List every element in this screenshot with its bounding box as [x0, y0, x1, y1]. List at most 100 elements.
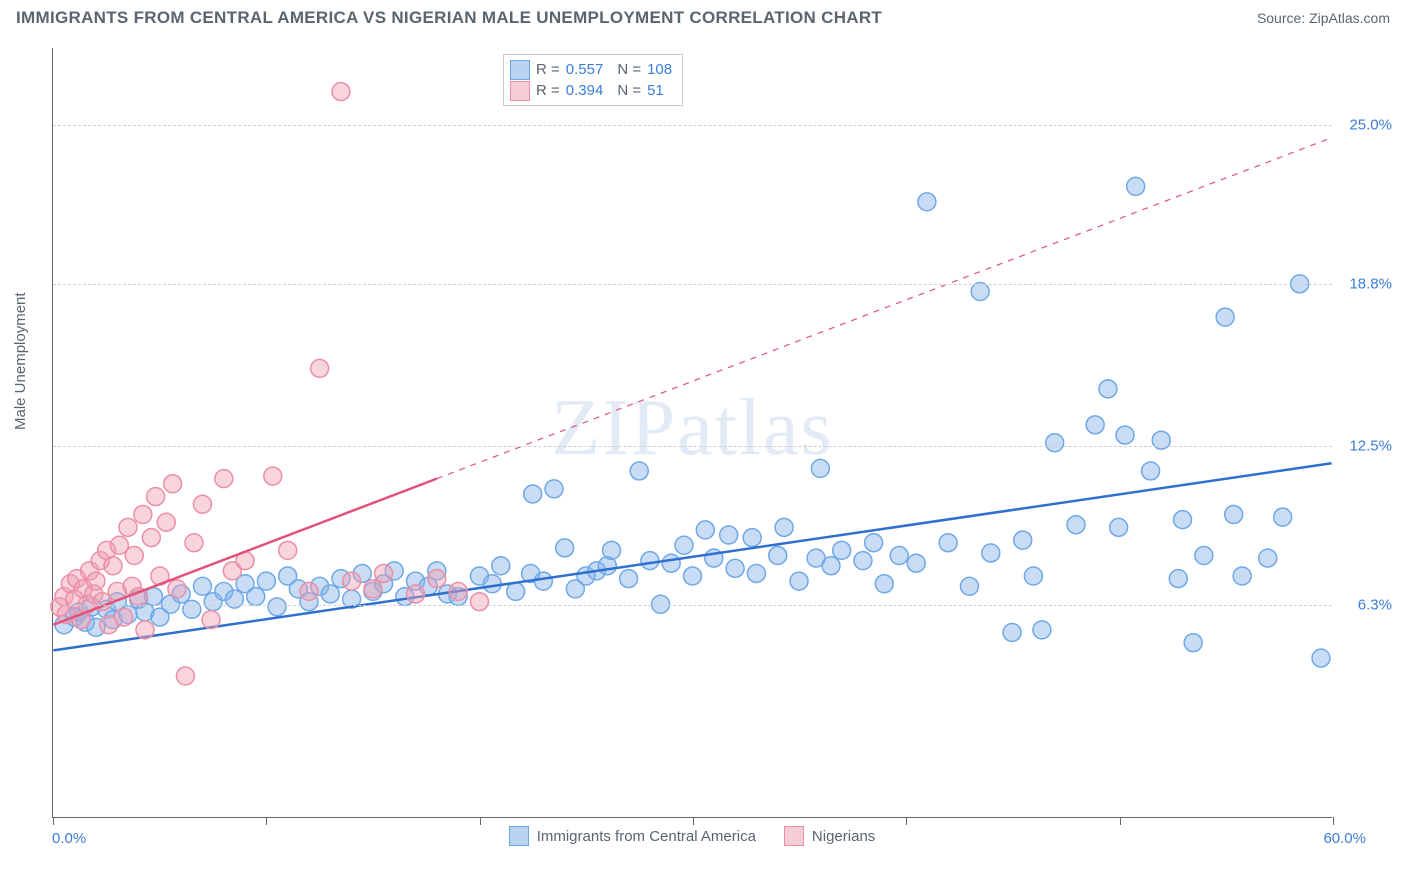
- scatter-point: [524, 485, 542, 503]
- scatter-point: [470, 593, 488, 611]
- y-tick-label: 18.8%: [1349, 276, 1392, 293]
- scatter-point: [343, 572, 361, 590]
- n-label: N =: [617, 59, 641, 80]
- scatter-point: [556, 539, 574, 557]
- scatter-point: [1312, 649, 1330, 667]
- scatter-point: [890, 547, 908, 565]
- legend-swatch: [510, 60, 530, 80]
- scatter-point: [790, 572, 808, 590]
- scatter-point: [1184, 634, 1202, 652]
- gridline: [53, 605, 1332, 606]
- scatter-point: [545, 480, 563, 498]
- scatter-point: [147, 488, 165, 506]
- x-tick: [693, 817, 694, 825]
- scatter-point: [982, 544, 1000, 562]
- gridline: [53, 446, 1332, 447]
- y-tick-label: 6.3%: [1358, 596, 1392, 613]
- scatter-point: [1127, 177, 1145, 195]
- scatter-point: [1099, 380, 1117, 398]
- scatter-point: [279, 541, 297, 559]
- source-prefix: Source:: [1257, 10, 1309, 26]
- scatter-point: [1024, 567, 1042, 585]
- scatter-point: [119, 518, 137, 536]
- scatter-point: [641, 552, 659, 570]
- scatter-point: [268, 598, 286, 616]
- scatter-point: [1067, 516, 1085, 534]
- scatter-point: [215, 470, 233, 488]
- scatter-point: [1259, 549, 1277, 567]
- scatter-point: [247, 588, 265, 606]
- gridline: [53, 284, 1332, 285]
- scatter-point: [428, 570, 446, 588]
- scatter-point: [407, 585, 425, 603]
- scatter-point: [1086, 416, 1104, 434]
- scatter-point: [311, 359, 329, 377]
- r-value: 0.394: [566, 80, 604, 101]
- y-tick-label: 25.0%: [1349, 117, 1392, 134]
- scatter-point: [620, 570, 638, 588]
- scatter-point: [603, 541, 621, 559]
- r-value: 0.557: [566, 59, 604, 80]
- scatter-point: [142, 529, 160, 547]
- scatter-point: [125, 547, 143, 565]
- scatter-point: [726, 559, 744, 577]
- scatter-point: [202, 611, 220, 629]
- gridline: [53, 125, 1332, 126]
- scatter-point: [875, 575, 893, 593]
- series-legend-label: Immigrants from Central America: [537, 828, 756, 845]
- scatter-point: [257, 572, 275, 590]
- scatter-point: [449, 582, 467, 600]
- y-axis-label: Male Unemployment: [12, 292, 29, 430]
- legend-swatch: [510, 81, 530, 101]
- correlation-legend-row: R =0.394N = 51: [510, 80, 672, 101]
- scatter-point: [321, 585, 339, 603]
- scatter-point: [104, 557, 122, 575]
- x-tick: [266, 817, 267, 825]
- scatter-point: [1014, 531, 1032, 549]
- scatter-point: [747, 564, 765, 582]
- scatter-point: [630, 462, 648, 480]
- legend-swatch: [509, 826, 529, 846]
- trend-line-dashed: [437, 138, 1332, 479]
- scatter-point: [1142, 462, 1160, 480]
- scatter-point: [960, 577, 978, 595]
- scatter-point: [662, 554, 680, 572]
- scatter-point: [1116, 426, 1134, 444]
- scatter-point: [492, 557, 510, 575]
- n-label: N =: [617, 80, 641, 101]
- scatter-point: [854, 552, 872, 570]
- scatter-point: [157, 513, 175, 531]
- scatter-point: [675, 536, 693, 554]
- scatter-point: [375, 564, 393, 582]
- scatter-point: [507, 582, 525, 600]
- y-tick-label: 12.5%: [1349, 437, 1392, 454]
- scatter-point: [164, 475, 182, 493]
- scatter-point: [534, 572, 552, 590]
- scatter-point: [1003, 623, 1021, 641]
- series-legend-item: Immigrants from Central America: [509, 826, 756, 846]
- scatter-point: [87, 572, 105, 590]
- chart-title: IMMIGRANTS FROM CENTRAL AMERICA VS NIGER…: [16, 8, 882, 28]
- scatter-point: [183, 600, 201, 618]
- scatter-point: [696, 521, 714, 539]
- x-tick: [1120, 817, 1121, 825]
- scatter-point: [769, 547, 787, 565]
- scatter-point: [811, 459, 829, 477]
- scatter-point: [1233, 567, 1251, 585]
- scatter-point: [115, 608, 133, 626]
- scatter-point: [300, 582, 318, 600]
- scatter-point: [720, 526, 738, 544]
- chart-plot-area: ZIPatlas R =0.557N =108R =0.394N = 51 6.…: [52, 48, 1332, 818]
- r-label: R =: [536, 80, 560, 101]
- series-legend-label: Nigerians: [812, 828, 875, 845]
- scatter-point: [684, 567, 702, 585]
- scatter-point: [1225, 506, 1243, 524]
- x-tick: [53, 817, 54, 825]
- scatter-point: [176, 667, 194, 685]
- scatter-point: [1174, 511, 1192, 529]
- x-tick: [480, 817, 481, 825]
- n-value: 108: [647, 59, 672, 80]
- scatter-point: [1274, 508, 1292, 526]
- scatter-point: [971, 283, 989, 301]
- scatter-point: [939, 534, 957, 552]
